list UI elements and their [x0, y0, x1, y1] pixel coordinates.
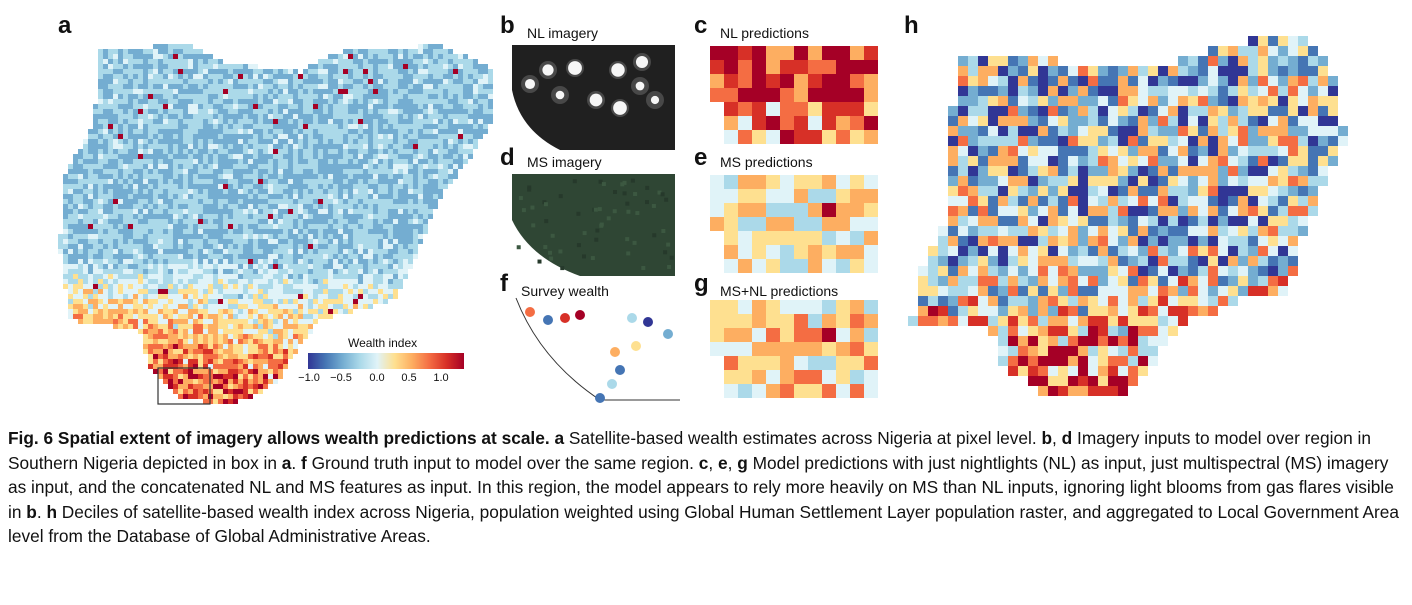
colorbar-tick: 1.0	[433, 372, 449, 384]
caption-text: .	[36, 501, 47, 522]
caption-text: Satellite-based wealth estimates across …	[564, 428, 1042, 448]
panel-label-g: g	[694, 270, 709, 297]
panel-label-h: h	[904, 12, 919, 39]
caption-ref: e	[717, 452, 728, 473]
caption-ref: d	[1061, 428, 1073, 448]
caption-ref: c	[698, 452, 709, 473]
colorbar-tick: −0.5	[330, 372, 352, 384]
panel-label-c: c	[694, 12, 708, 39]
caption-text: ,	[727, 452, 738, 473]
colorbar-title: Wealth index	[348, 336, 418, 350]
panel-label-a: a	[58, 12, 72, 39]
region-box	[157, 367, 211, 405]
caption-ref: b	[1041, 428, 1053, 448]
caption-text: Ground truth input to model over the sam…	[306, 452, 699, 473]
panel-label-f: f	[500, 270, 508, 297]
figure-caption: Fig. 6 Spatial extent of imagery allows …	[8, 426, 1404, 549]
panel-title-d: MS imagery	[527, 154, 602, 170]
panel-label-e: e	[694, 144, 708, 171]
caption-ref: f	[301, 452, 307, 473]
panel-title-b: NL imagery	[527, 25, 599, 41]
caption-ref: h	[46, 501, 57, 522]
panel-title-g: MS+NL predictions	[720, 283, 839, 299]
caption-ref: a	[281, 452, 292, 473]
panel-label-d: d	[500, 144, 515, 171]
caption-ref: a	[554, 428, 565, 448]
colorbar-tick: 0.0	[369, 372, 385, 384]
caption-text: .	[291, 452, 302, 473]
panel-label-b: b	[500, 12, 515, 39]
caption-text: ,	[708, 452, 718, 473]
caption-ref: b	[26, 501, 37, 522]
caption-text: Imagery inputs to model over region in S…	[8, 428, 1371, 473]
panel-title-e: MS predictions	[720, 154, 813, 170]
caption-ref: g	[737, 452, 748, 473]
caption-text: ,	[1052, 428, 1062, 448]
colorbar	[308, 353, 464, 369]
caption-heading: Fig. 6 Spatial extent of imagery allows …	[8, 428, 550, 448]
figure: a b NL imagery c NL predictions d MS ima…	[58, 12, 1348, 405]
caption-text: Model predictions with just nightlights …	[8, 452, 1394, 522]
colorbar-tick: 0.5	[401, 372, 417, 384]
panel-title-c: NL predictions	[720, 25, 809, 41]
pixel-wealth-map	[58, 36, 1348, 405]
caption-text: Deciles of satellite-based wealth index …	[8, 501, 1400, 547]
colorbar-tick: −1.0	[298, 372, 320, 384]
panel-title-f: Survey wealth	[521, 283, 609, 299]
